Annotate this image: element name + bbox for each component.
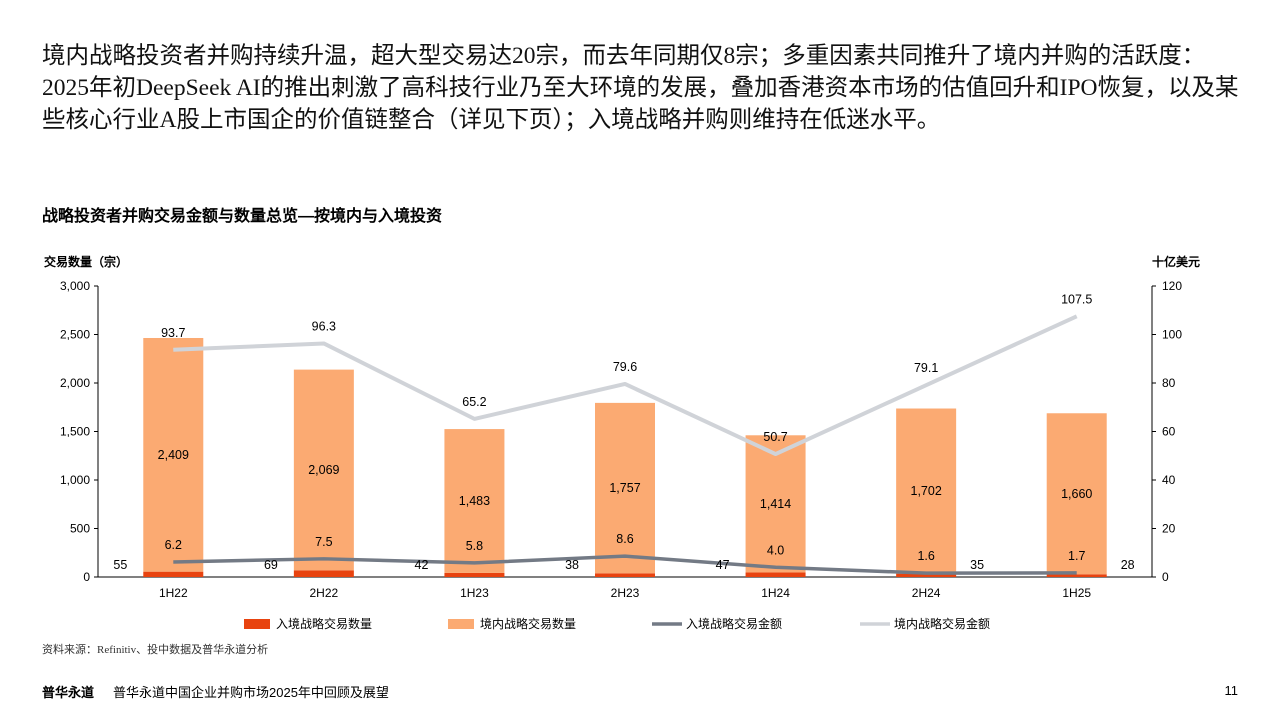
label-domestic-value: 93.7 <box>161 326 185 340</box>
left-tick-label: 0 <box>83 570 90 584</box>
footer-brand: 普华永道 <box>42 685 95 700</box>
x-tick-label: 1H25 <box>1062 586 1091 600</box>
footer-report-title: 普华永道中国企业并购市场2025年中回顾及展望 <box>113 685 389 700</box>
x-tick-label: 1H23 <box>460 586 489 600</box>
label-domestic-value: 65.2 <box>462 395 486 409</box>
right-tick-label: 0 <box>1162 570 1169 584</box>
label-domestic-value: 79.6 <box>613 360 637 374</box>
bar-inbound-count <box>143 571 204 577</box>
x-tick-label: 2H24 <box>912 586 941 600</box>
label-domestic-count: 1,660 <box>1061 487 1092 501</box>
left-tick-label: 3,000 <box>60 279 90 293</box>
label-inbound-value: 8.6 <box>616 532 633 546</box>
page-number: 11 <box>1224 683 1239 698</box>
legend-swatch <box>448 619 474 629</box>
bar-inbound-count <box>745 572 806 577</box>
x-tick-label: 1H22 <box>159 586 188 600</box>
label-domestic-count: 1,414 <box>760 497 791 511</box>
x-tick-label: 1H24 <box>761 586 790 600</box>
bar-inbound-count <box>896 573 957 577</box>
left-tick-label: 2,500 <box>60 328 90 342</box>
bar-inbound-count <box>444 572 505 577</box>
left-tick-label: 2,000 <box>60 376 90 390</box>
bar-domestic-count <box>595 402 655 574</box>
bar-domestic-count <box>1046 413 1107 575</box>
bar-inbound-count <box>1046 574 1107 577</box>
label-domestic-count: 1,702 <box>911 484 942 498</box>
combo-chart: 交易数量（宗） 十亿美元 3,000 2,500 2,000 1,500 1,000 500 0… <box>44 254 1200 631</box>
right-tick-label: 120 <box>1162 279 1182 293</box>
label-domestic-value: 79.1 <box>914 361 938 375</box>
bar-domestic-count <box>745 435 806 573</box>
bar-domestic-count <box>293 369 354 571</box>
legend-label: 入境战略交易数量 <box>276 616 372 631</box>
left-tick-label: 1,500 <box>60 425 90 439</box>
legend-label: 境内战略交易金额 <box>894 616 990 631</box>
label-inbound-count: 38 <box>565 558 579 572</box>
label-inbound-value: 7.5 <box>315 535 332 549</box>
line-domestic-value <box>173 314 1078 457</box>
right-tick-label: 40 <box>1162 473 1176 487</box>
chart-title: 战略投资者并购交易金额与数量总览—按境内与入境投资 <box>42 208 443 225</box>
label-inbound-count: 28 <box>1121 558 1135 572</box>
legend-label: 境内战略交易数量 <box>480 616 576 631</box>
label-domestic-count: 2,069 <box>308 463 339 477</box>
label-inbound-count: 47 <box>716 558 730 572</box>
label-inbound-count: 55 <box>113 558 127 572</box>
bar-domestic-count <box>444 429 505 573</box>
label-inbound-count: 42 <box>415 558 429 572</box>
label-domestic-count: 1,483 <box>459 494 490 508</box>
bar-domestic-count <box>143 337 204 572</box>
left-axis-title: 交易数量（宗） <box>44 254 128 269</box>
label-inbound-value: 5.8 <box>466 539 483 553</box>
right-axis-title: 十亿美元 <box>1152 254 1200 269</box>
label-inbound-value: 4.0 <box>767 543 784 557</box>
label-domestic-count: 1,757 <box>609 481 640 495</box>
right-tick-label: 60 <box>1162 425 1176 439</box>
label-domestic-value: 96.3 <box>312 319 336 333</box>
bar-inbound-count <box>293 570 354 577</box>
headline: 境内战略投资者并购持续升温，超大型交易达20宗，而去年同期仅8宗；多重因素共同推… <box>42 43 1239 133</box>
bar-domestic-count <box>896 408 957 574</box>
label-inbound-value: 1.6 <box>917 549 934 563</box>
label-domestic-value: 107.5 <box>1061 292 1092 306</box>
label-domestic-count: 2,409 <box>158 448 189 462</box>
line-inbound-value <box>173 554 1077 575</box>
label-inbound-count: 69 <box>264 558 278 572</box>
legend-swatch <box>244 619 270 629</box>
right-tick-label: 20 <box>1162 522 1176 536</box>
label-inbound-count: 35 <box>970 558 984 572</box>
left-tick-label: 500 <box>70 522 90 536</box>
label-domestic-value: 50.7 <box>763 430 787 444</box>
legend-label: 入境战略交易金额 <box>686 616 782 631</box>
label-inbound-value: 6.2 <box>165 538 182 552</box>
x-tick-label: 2H23 <box>611 586 640 600</box>
right-tick-label: 100 <box>1162 328 1182 342</box>
left-tick-label: 1,000 <box>60 473 90 487</box>
x-tick-label: 2H22 <box>310 586 339 600</box>
bar-inbound-count <box>595 573 655 577</box>
right-tick-label: 80 <box>1162 376 1176 390</box>
label-inbound-value: 1.7 <box>1068 549 1085 563</box>
source-note: 资料来源：Refinitiv、投中数据及普华永道分析 <box>42 644 269 656</box>
